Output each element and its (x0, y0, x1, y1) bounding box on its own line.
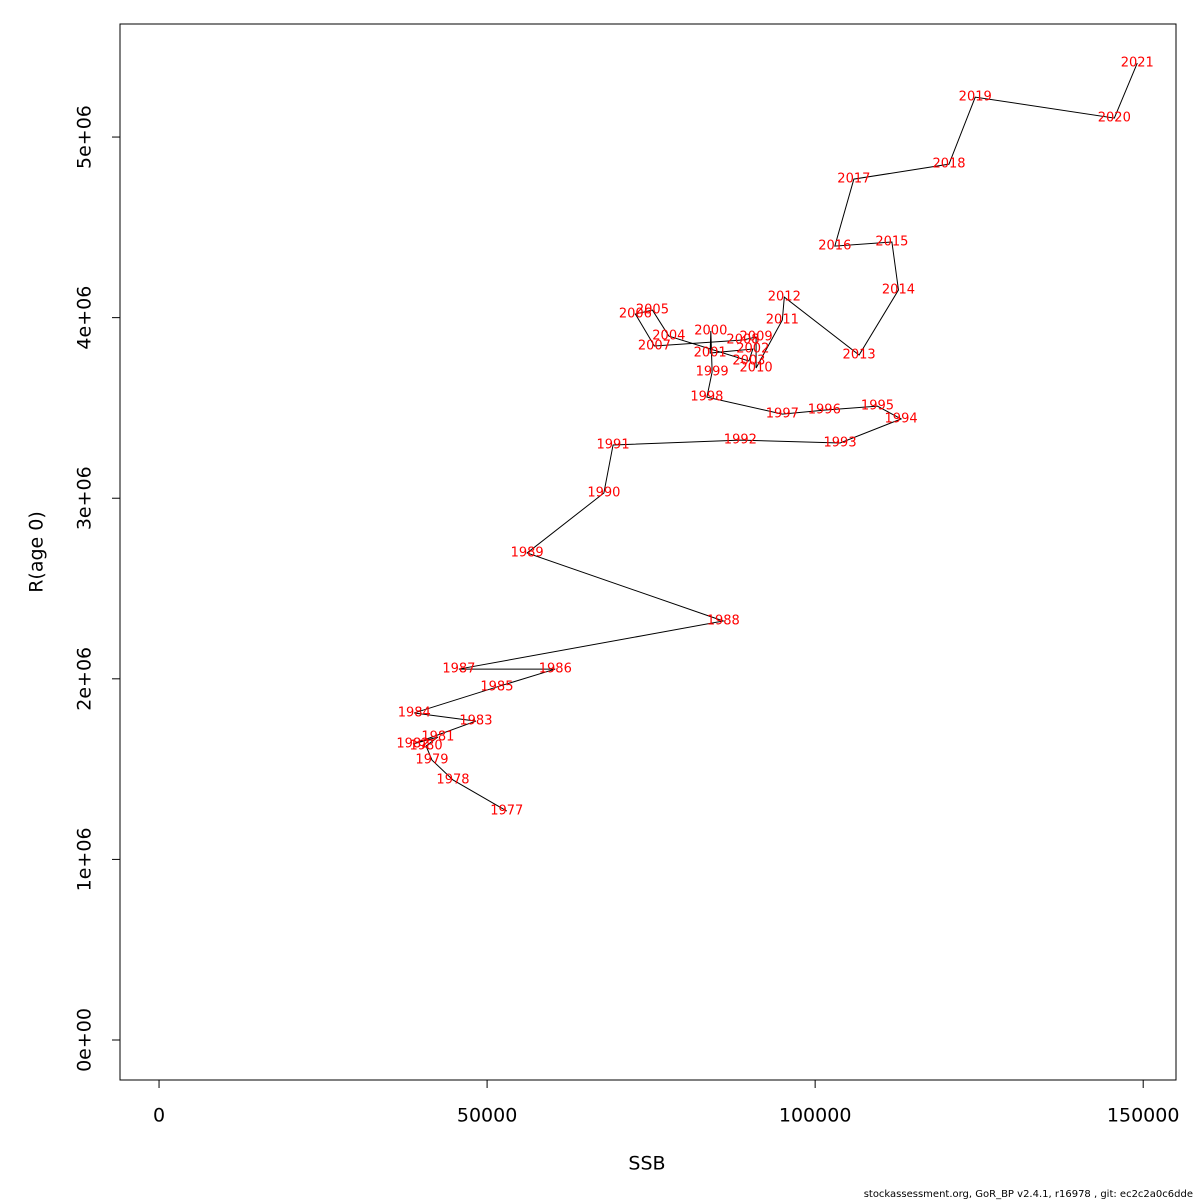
point-label: 1998 (690, 390, 723, 405)
point-label: 1982 (396, 737, 429, 752)
point-label: 2001 (694, 346, 727, 361)
point-label: 2016 (818, 239, 851, 254)
point-label: 2004 (652, 329, 685, 344)
point-label: 1985 (480, 679, 513, 694)
point-label: 2010 (740, 361, 773, 376)
point-label: 1990 (587, 485, 620, 500)
y-tick-label: 0e+00 (74, 1008, 96, 1072)
point-label: 1994 (885, 411, 918, 426)
point-label: 1986 (539, 662, 572, 677)
point-label: 2011 (766, 312, 799, 327)
point-label: 2009 (740, 329, 773, 344)
point-label: 2000 (694, 324, 727, 339)
point-label: 2021 (1121, 56, 1154, 71)
x-tick-label: 150000 (1107, 1105, 1180, 1127)
point-label: 1992 (724, 433, 757, 448)
point-label: 1981 (421, 729, 454, 744)
y-tick-label: 4e+06 (74, 286, 96, 350)
point-label: 1999 (696, 364, 729, 379)
point-label: 2017 (837, 172, 870, 187)
y-tick-label: 3e+06 (74, 466, 96, 530)
y-tick-label: 1e+06 (74, 827, 96, 891)
point-label: 1979 (415, 753, 448, 768)
y-tick-label: 5e+06 (74, 105, 96, 169)
point-label: 2003 (732, 353, 765, 368)
point-label: 2018 (932, 157, 965, 172)
point-label: 1977 (490, 804, 523, 819)
point-label: 1983 (459, 714, 492, 729)
footer: stockassessment.org, GoR_BP v2.4.1, r169… (864, 1189, 1193, 1200)
series-line (412, 62, 1138, 812)
y-tick-label: 2e+06 (74, 647, 96, 711)
point-label: 1988 (707, 614, 740, 629)
point-label: 1996 (808, 403, 841, 418)
point-label: 2013 (843, 348, 876, 363)
point-label: 1980 (410, 738, 443, 753)
x-axis-title: SSB (628, 1153, 665, 1175)
point-label: 1989 (511, 545, 544, 560)
plot-box (119, 23, 1177, 1081)
point-label: 2020 (1098, 111, 1131, 126)
point-label: 2007 (638, 338, 671, 353)
x-tick-label: 0 (153, 1105, 165, 1127)
point-label: 2008 (726, 333, 759, 348)
y-axis-title: R(age 0) (26, 511, 48, 593)
point-label: 2005 (636, 303, 669, 318)
point-label: 1984 (398, 705, 431, 720)
point-label: 1993 (824, 435, 857, 450)
point-label: 1997 (766, 407, 799, 422)
x-tick-label: 50000 (457, 1105, 517, 1127)
point-label: 2006 (619, 307, 652, 322)
point-label: 1978 (436, 772, 469, 787)
point-label: 2012 (768, 290, 801, 305)
point-label: 2019 (959, 90, 992, 105)
point-label: 2002 (736, 342, 769, 357)
point-label: 1995 (861, 399, 894, 414)
x-tick-label: 100000 (779, 1105, 852, 1127)
point-label: 2014 (882, 283, 915, 298)
point-label: 1987 (442, 662, 475, 677)
point-label: 1991 (597, 437, 630, 452)
point-label: 2015 (875, 234, 908, 249)
